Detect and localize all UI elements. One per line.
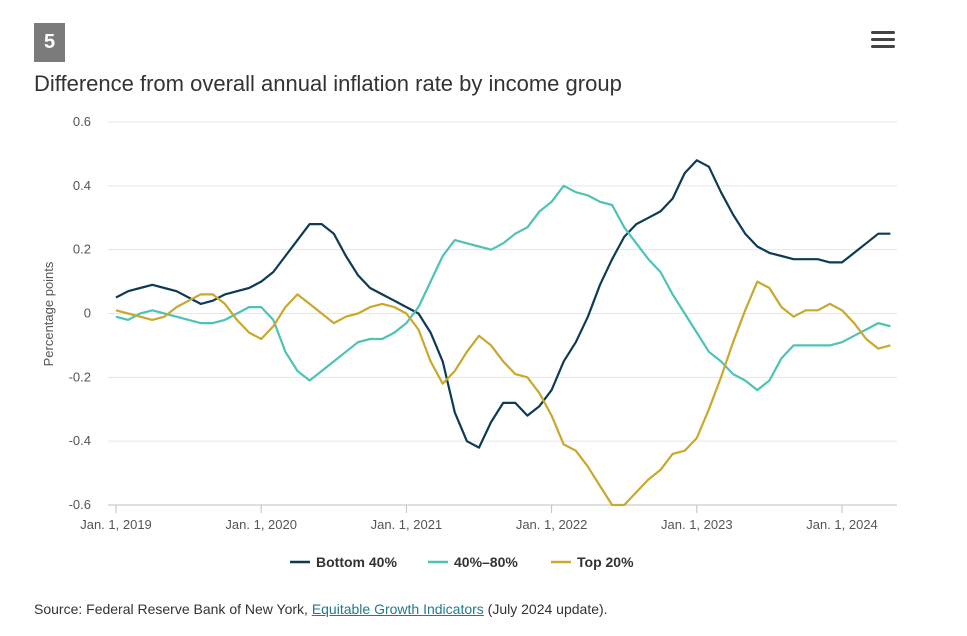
series-lines xyxy=(115,159,891,507)
figure-number-badge: 5 xyxy=(34,23,65,62)
source-prefix: Source: Federal Reserve Bank of New York… xyxy=(34,601,312,617)
legend-label: Bottom 40% xyxy=(316,554,397,570)
x-tick-label: Jan. 1, 2020 xyxy=(225,517,297,532)
x-tick-label: Jan. 1, 2021 xyxy=(371,517,443,532)
y-tick-label: -0.2 xyxy=(69,369,91,384)
series-line-2 xyxy=(115,280,891,507)
x-tick-label: Jan. 1, 2022 xyxy=(516,517,588,532)
legend-label: Top 20% xyxy=(577,554,634,570)
y-tick-label: 0 xyxy=(84,306,91,321)
legend-label: 40%–80% xyxy=(454,554,518,570)
line-chart: 0.60.40.20-0.2-0.4-0.6 Jan. 1, 2019 Jan. … xyxy=(41,114,897,570)
x-tick-label: Jan. 1, 2024 xyxy=(806,517,878,532)
equitable-growth-indicators-link[interactable]: Equitable Growth Indicators xyxy=(311,601,484,617)
source-note: Source: Federal Reserve Bank of New York… xyxy=(34,601,608,617)
x-tick-label: Jan. 1, 2019 xyxy=(80,517,152,532)
legend: Bottom 40% 40%–80% Top 20% xyxy=(290,554,634,570)
series-line-1 xyxy=(115,184,891,392)
series-line-0 xyxy=(115,159,891,449)
legend-item[interactable]: 40%–80% xyxy=(428,554,518,570)
y-tick-label: 0.4 xyxy=(73,178,91,193)
grid-lines xyxy=(108,121,897,506)
y-axis-ticks: 0.6 0.4 0.2 0 -0.2 -0.4 -0.6 xyxy=(69,114,91,512)
x-tick-label: Jan. 1, 2023 xyxy=(661,517,733,532)
source-suffix: (July 2024 update). xyxy=(483,601,608,617)
y-axis-label: Percentage points xyxy=(41,261,56,366)
y-tick-label: 0.6 xyxy=(73,114,91,129)
x-axis: Jan. 1, 2019 Jan. 1, 2020 Jan. 1, 2021 Jan.… xyxy=(80,505,878,532)
y-tick-label: -0.4 xyxy=(69,433,91,448)
y-tick-label: -0.6 xyxy=(69,497,91,512)
hamburger-menu-icon[interactable] xyxy=(871,31,895,53)
y-tick-label: 0.2 xyxy=(73,242,91,257)
legend-item[interactable]: Top 20% xyxy=(551,554,634,570)
legend-item[interactable]: Bottom 40% xyxy=(290,554,397,570)
chart-title: Difference from overall annual inflation… xyxy=(34,71,622,96)
